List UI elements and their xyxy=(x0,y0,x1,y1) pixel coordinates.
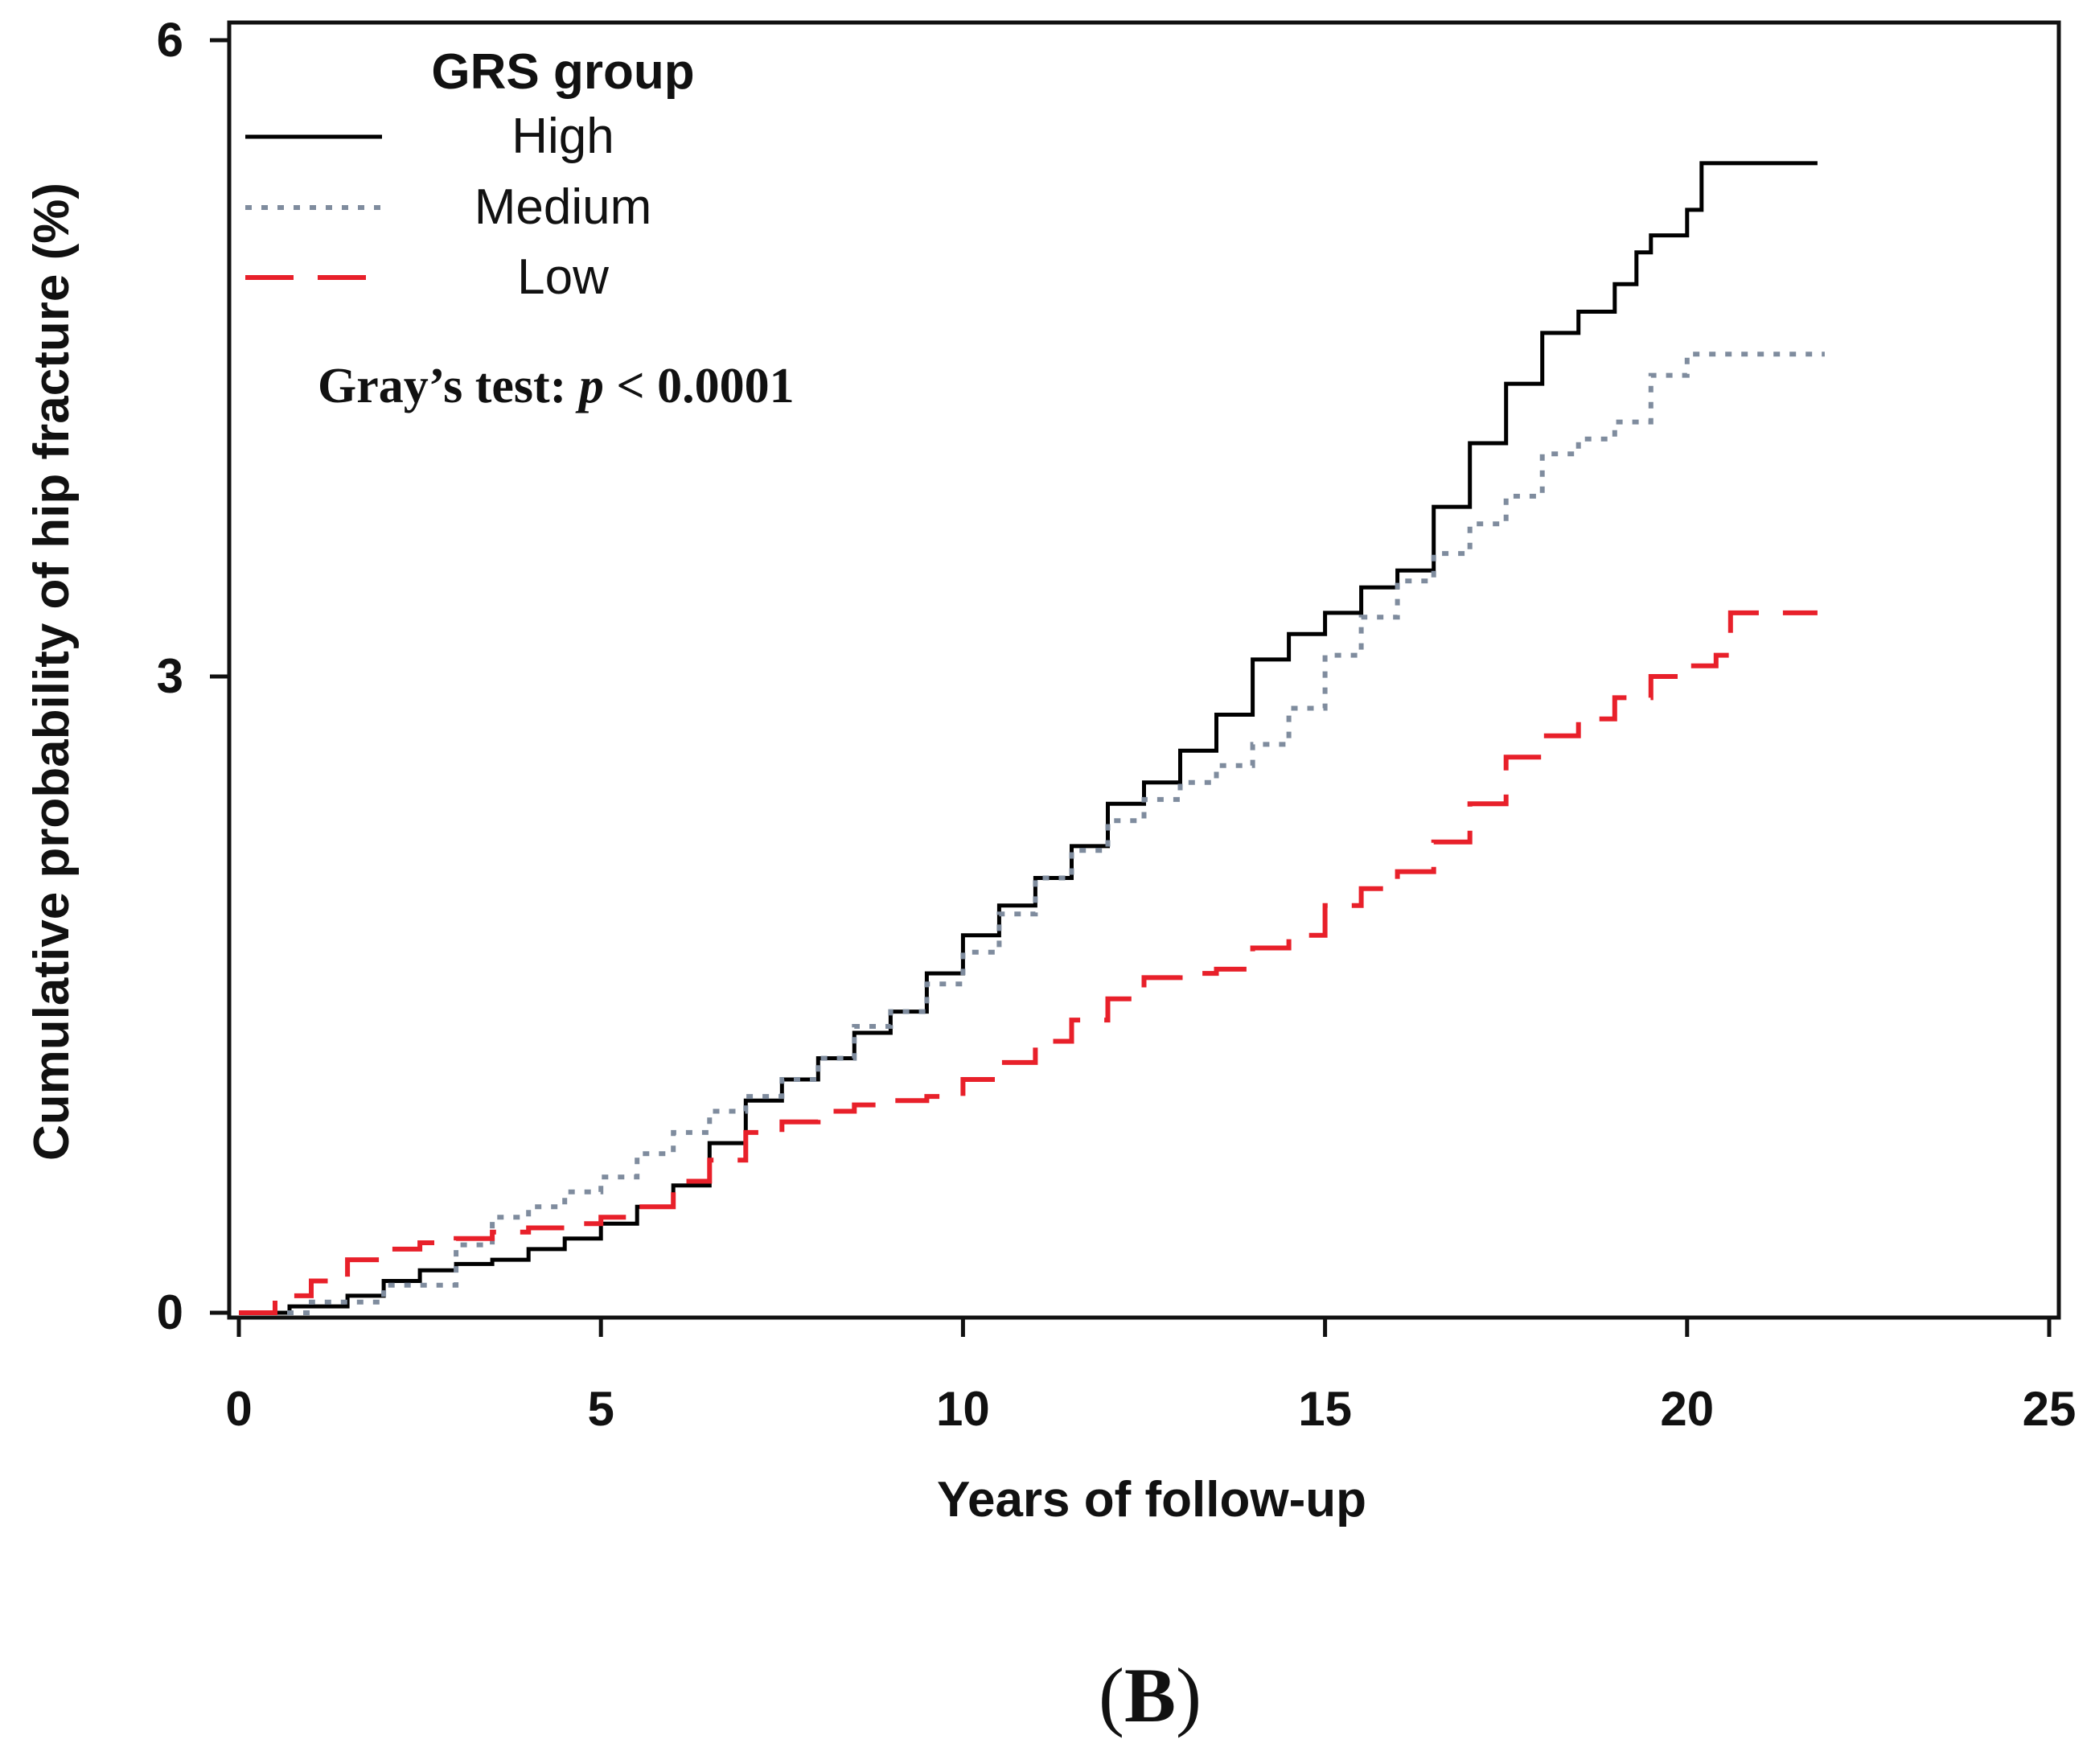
panel-label-open: ( xyxy=(1099,1652,1124,1738)
legend-label-medium: Medium xyxy=(474,179,652,235)
panel-label-close: ) xyxy=(1176,1652,1202,1738)
y-tick-label-0: 0 xyxy=(157,1285,183,1339)
x-axis-title: Years of follow-up xyxy=(937,1472,1366,1528)
x-tick-label-10: 10 xyxy=(936,1382,990,1436)
annotation-prefix: Gray’s test: xyxy=(318,359,579,413)
x-tick-label-25: 25 xyxy=(2023,1382,2077,1436)
x-tick-label-15: 15 xyxy=(1298,1382,1352,1436)
panel-label: (B) xyxy=(1099,1652,1202,1738)
series-high xyxy=(239,161,1818,1315)
plot-frame xyxy=(227,20,2061,1320)
y-tick-label-3: 3 xyxy=(157,649,183,703)
axis-ticks: 0 5 10 15 20 25 0 3 6 xyxy=(157,13,2077,1436)
series-medium xyxy=(239,352,1825,1315)
legend-label-low: Low xyxy=(517,249,609,305)
x-tick-label-5: 5 xyxy=(588,1382,614,1436)
annotation-suffix: < 0.0001 xyxy=(604,359,795,413)
y-axis-title: Cumulative probability of hip fracture (… xyxy=(24,183,80,1161)
x-tick-label-0: 0 xyxy=(225,1382,252,1436)
legend-label-high: High xyxy=(511,109,614,164)
x-tick-label-20: 20 xyxy=(1660,1382,1714,1436)
series-low xyxy=(239,610,1818,1315)
series-layer xyxy=(239,161,1825,1315)
grays-test-annotation: Gray’s test: p < 0.0001 xyxy=(318,359,795,413)
y-tick-label-6: 6 xyxy=(157,13,183,67)
annotation-p: p xyxy=(575,359,604,413)
panel-label-letter: B xyxy=(1124,1652,1176,1738)
legend: GRS group High Medium Low xyxy=(245,44,695,305)
legend-title: GRS group xyxy=(431,44,694,100)
